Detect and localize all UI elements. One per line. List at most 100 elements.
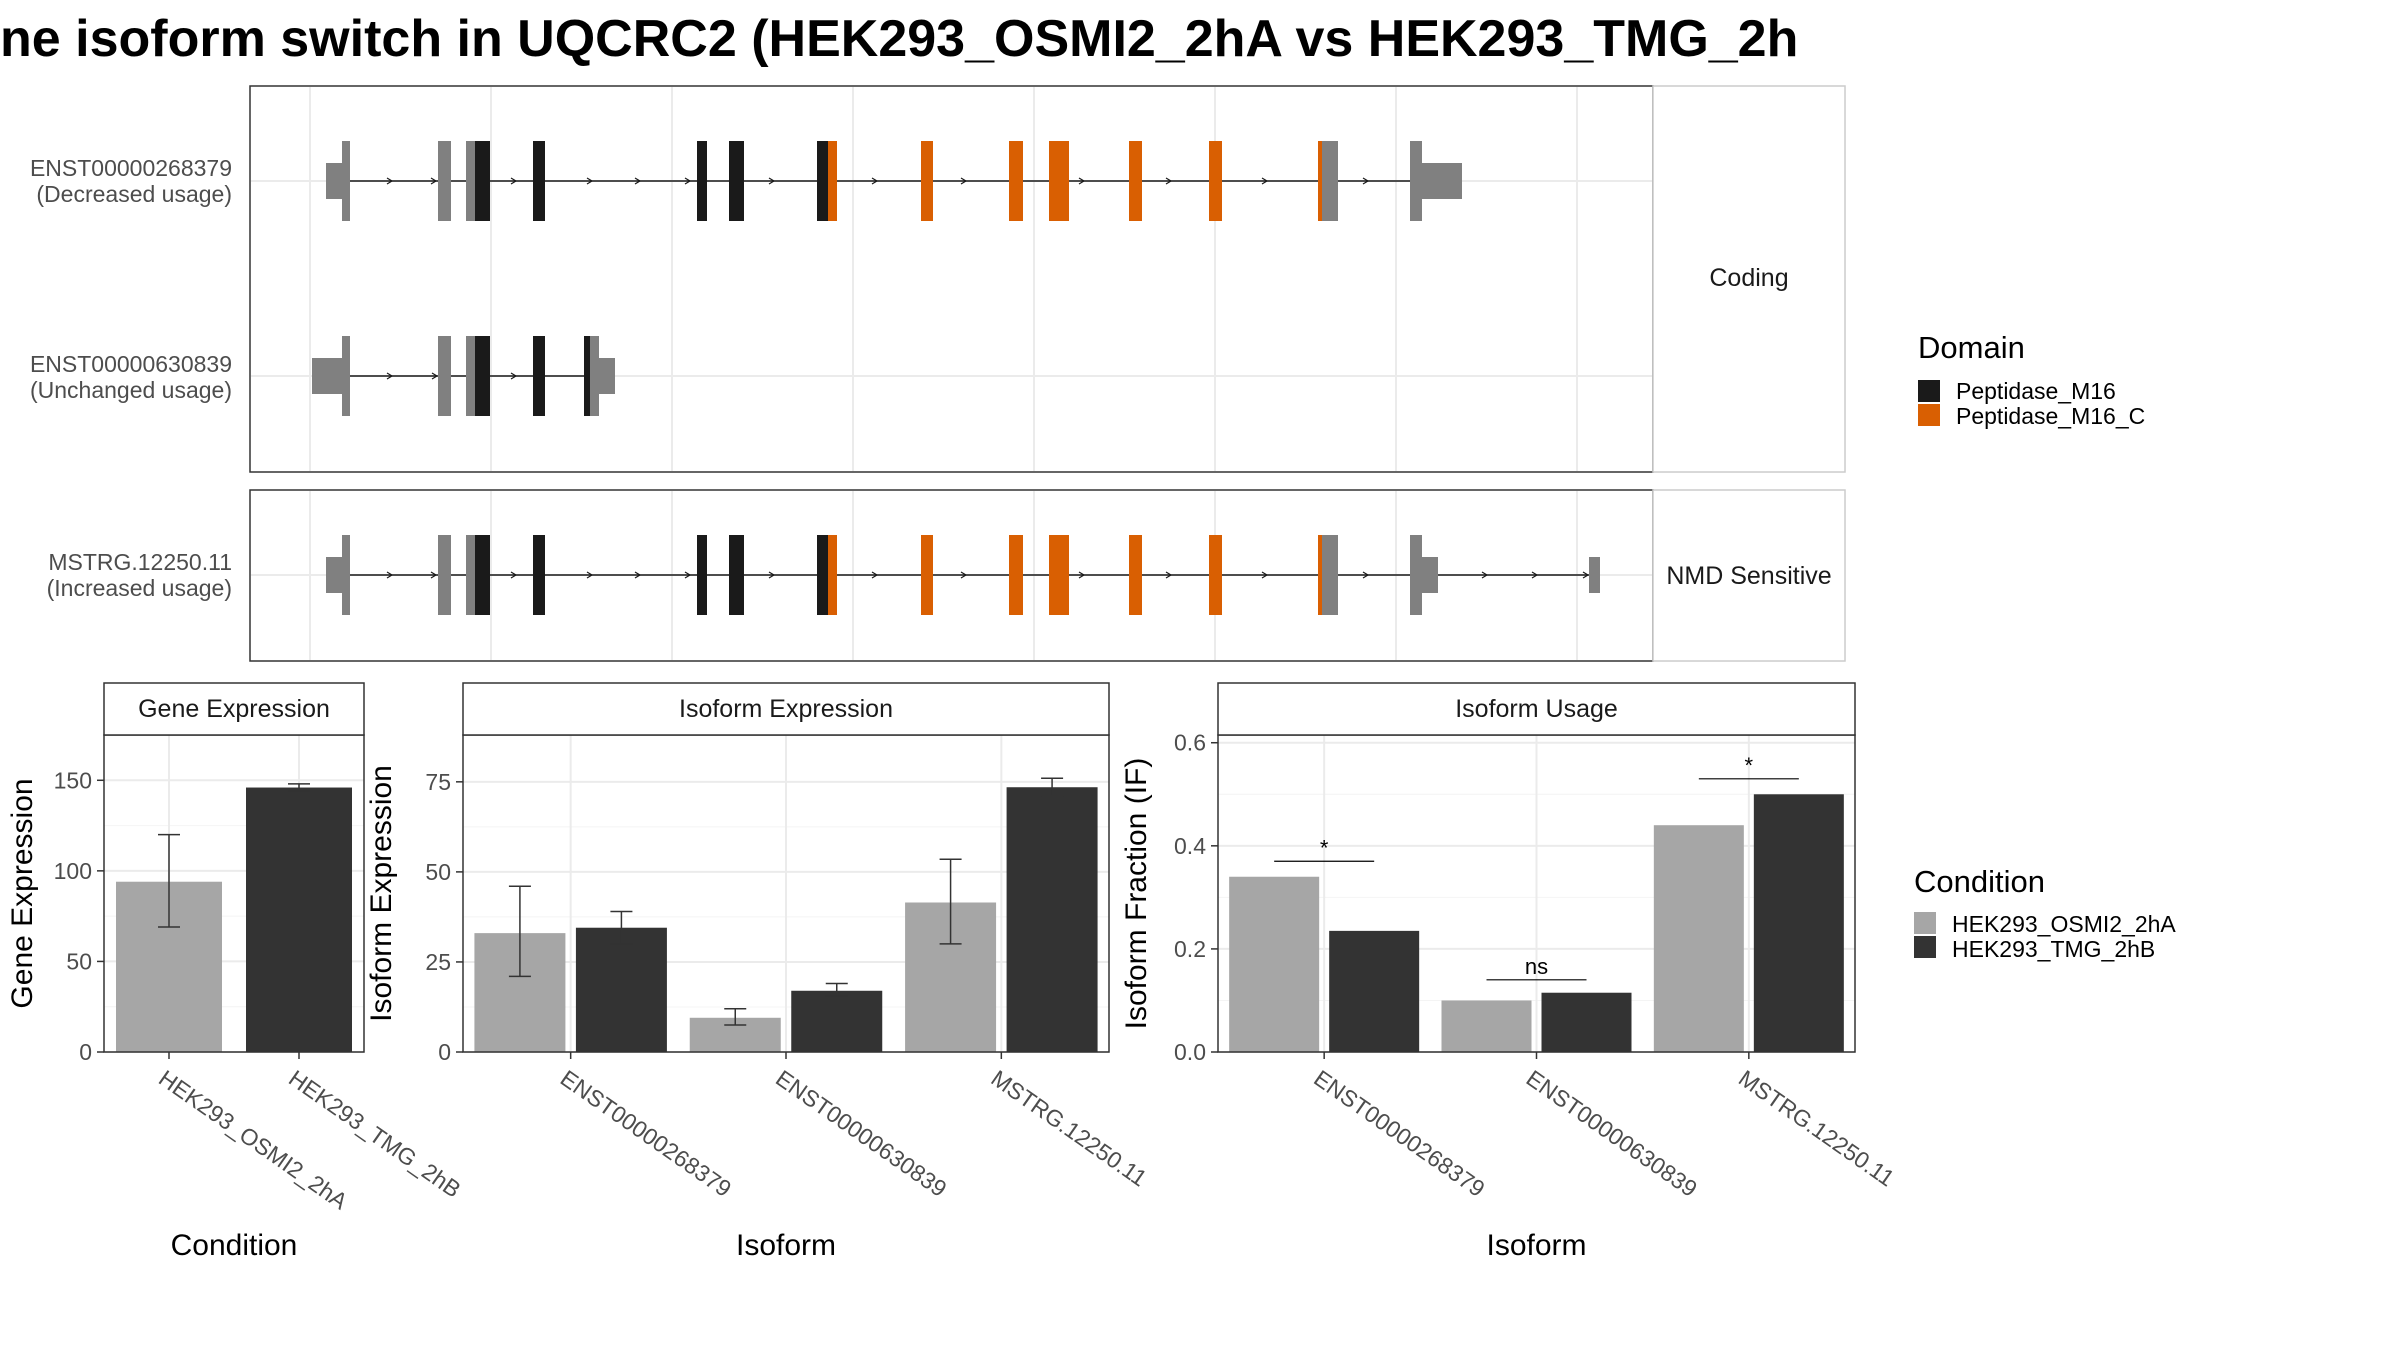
exon <box>584 336 590 416</box>
exon <box>533 336 545 416</box>
exon <box>342 336 350 416</box>
y-tick-label: 25 <box>425 949 451 975</box>
strand-arrow <box>510 177 518 185</box>
strand-arrow <box>386 372 394 380</box>
exon <box>590 336 599 416</box>
strand-arrow <box>1531 571 1539 579</box>
exon <box>1049 535 1069 615</box>
strand-arrow <box>1165 177 1173 185</box>
transcript-label: ENST00000268379 <box>30 155 232 181</box>
y-tick-label: 50 <box>66 948 92 974</box>
transcript-row <box>326 141 1462 221</box>
y-tick-label: 0.4 <box>1174 833 1206 859</box>
strand-arrow <box>768 571 776 579</box>
strand-arrow <box>684 177 692 185</box>
strand-arrow <box>430 177 438 185</box>
strand-arrow <box>871 571 879 579</box>
strand-arrow <box>1481 571 1489 579</box>
y-tick-label: 0.2 <box>1174 936 1206 962</box>
transcript-row <box>312 336 615 416</box>
legend-swatch <box>1918 380 1940 402</box>
bar <box>1441 1000 1532 1052</box>
exon <box>475 141 490 221</box>
exon <box>466 141 475 221</box>
exon <box>1049 141 1069 221</box>
legend-label: Peptidase_M16 <box>1956 378 2116 404</box>
exon <box>438 535 451 615</box>
exon <box>1129 141 1142 221</box>
exon <box>466 336 475 416</box>
y-tick-label: 75 <box>425 769 451 795</box>
exon <box>438 141 451 221</box>
bar <box>1753 794 1844 1052</box>
condition-legend: Condition HEK293_OSMI2_2hA HEK293_TMG_2h… <box>1914 864 2176 962</box>
strand-arrow <box>386 571 394 579</box>
exon <box>729 141 744 221</box>
x-tick-label: ENST00000630839 <box>771 1065 951 1202</box>
transcript-panel-nmd: NMD Sensitive MSTRG.12250.11 (Increased … <box>47 489 1846 662</box>
exon <box>1422 557 1438 593</box>
y-axis-title: Isoform Expression <box>365 765 398 1022</box>
exon <box>599 358 615 394</box>
x-tick-label: MSTRG.12250.11 <box>986 1065 1151 1192</box>
transcript-label: ENST00000630839 <box>30 351 232 377</box>
exon <box>1318 141 1322 221</box>
transcript-usage-label: (Decreased usage) <box>36 181 232 207</box>
exon <box>1410 535 1422 615</box>
strand-arrow <box>386 177 394 185</box>
x-tick-label: MSTRG.12250.11 <box>1734 1065 1899 1192</box>
transcript-row <box>326 535 1600 615</box>
y-tick-label: 0.0 <box>1174 1039 1206 1065</box>
exon <box>342 535 350 615</box>
exon <box>697 141 707 221</box>
y-tick-label: 150 <box>54 767 92 793</box>
exon <box>1209 141 1222 221</box>
strand-arrow <box>1582 571 1590 579</box>
strand-arrow <box>1261 177 1269 185</box>
bar <box>1653 825 1744 1052</box>
exon <box>729 535 744 615</box>
exon <box>828 141 837 221</box>
exon <box>1009 141 1023 221</box>
legend-swatch <box>1918 404 1940 426</box>
bar <box>1006 787 1098 1052</box>
strand-arrow <box>960 571 968 579</box>
x-tick-label: ENST00000630839 <box>1522 1065 1702 1202</box>
strand-arrow <box>430 571 438 579</box>
exon <box>438 336 451 416</box>
exon <box>533 535 545 615</box>
exon <box>1322 535 1338 615</box>
significance-label: * <box>1745 753 1754 778</box>
transcript-panel-coding: Coding ENST00000268379 (Decreased usage)… <box>30 85 1846 473</box>
exon <box>1209 535 1222 615</box>
y-tick-label: 100 <box>54 858 92 884</box>
x-axis-title: Isoform <box>736 1229 836 1262</box>
bar <box>1541 992 1632 1052</box>
bar-chart-panel: * ns * Isoform Usage 0.0 0.2 0.4 0.6 ENST0000026… <box>1120 682 1899 1262</box>
strand-arrow <box>1362 177 1370 185</box>
x-axis-title: Isoform <box>1486 1229 1586 1262</box>
exon <box>475 336 490 416</box>
exon <box>326 163 342 199</box>
strand-arrow <box>586 177 594 185</box>
facet-strip-label: Coding <box>1709 264 1788 292</box>
strand-arrow <box>768 177 776 185</box>
bar <box>791 990 883 1052</box>
strand-arrow <box>510 571 518 579</box>
facet-strip <box>1652 85 1846 473</box>
y-tick-label: 0 <box>79 1039 92 1065</box>
y-axis-title: Gene Expression <box>6 778 39 1008</box>
y-tick-label: 0 <box>438 1039 451 1065</box>
strand-arrow <box>1362 571 1370 579</box>
exon <box>475 535 490 615</box>
strand-arrow <box>1165 571 1173 579</box>
bar <box>1229 876 1320 1052</box>
strand-arrow <box>510 372 518 380</box>
exon <box>312 358 342 394</box>
strand-arrow <box>1078 571 1086 579</box>
domain-legend: Domain Peptidase_M16 Peptidase_M16_C <box>1918 330 2145 429</box>
strand-arrow <box>634 571 642 579</box>
y-tick-label: 0.6 <box>1174 730 1206 756</box>
strand-arrow <box>684 571 692 579</box>
